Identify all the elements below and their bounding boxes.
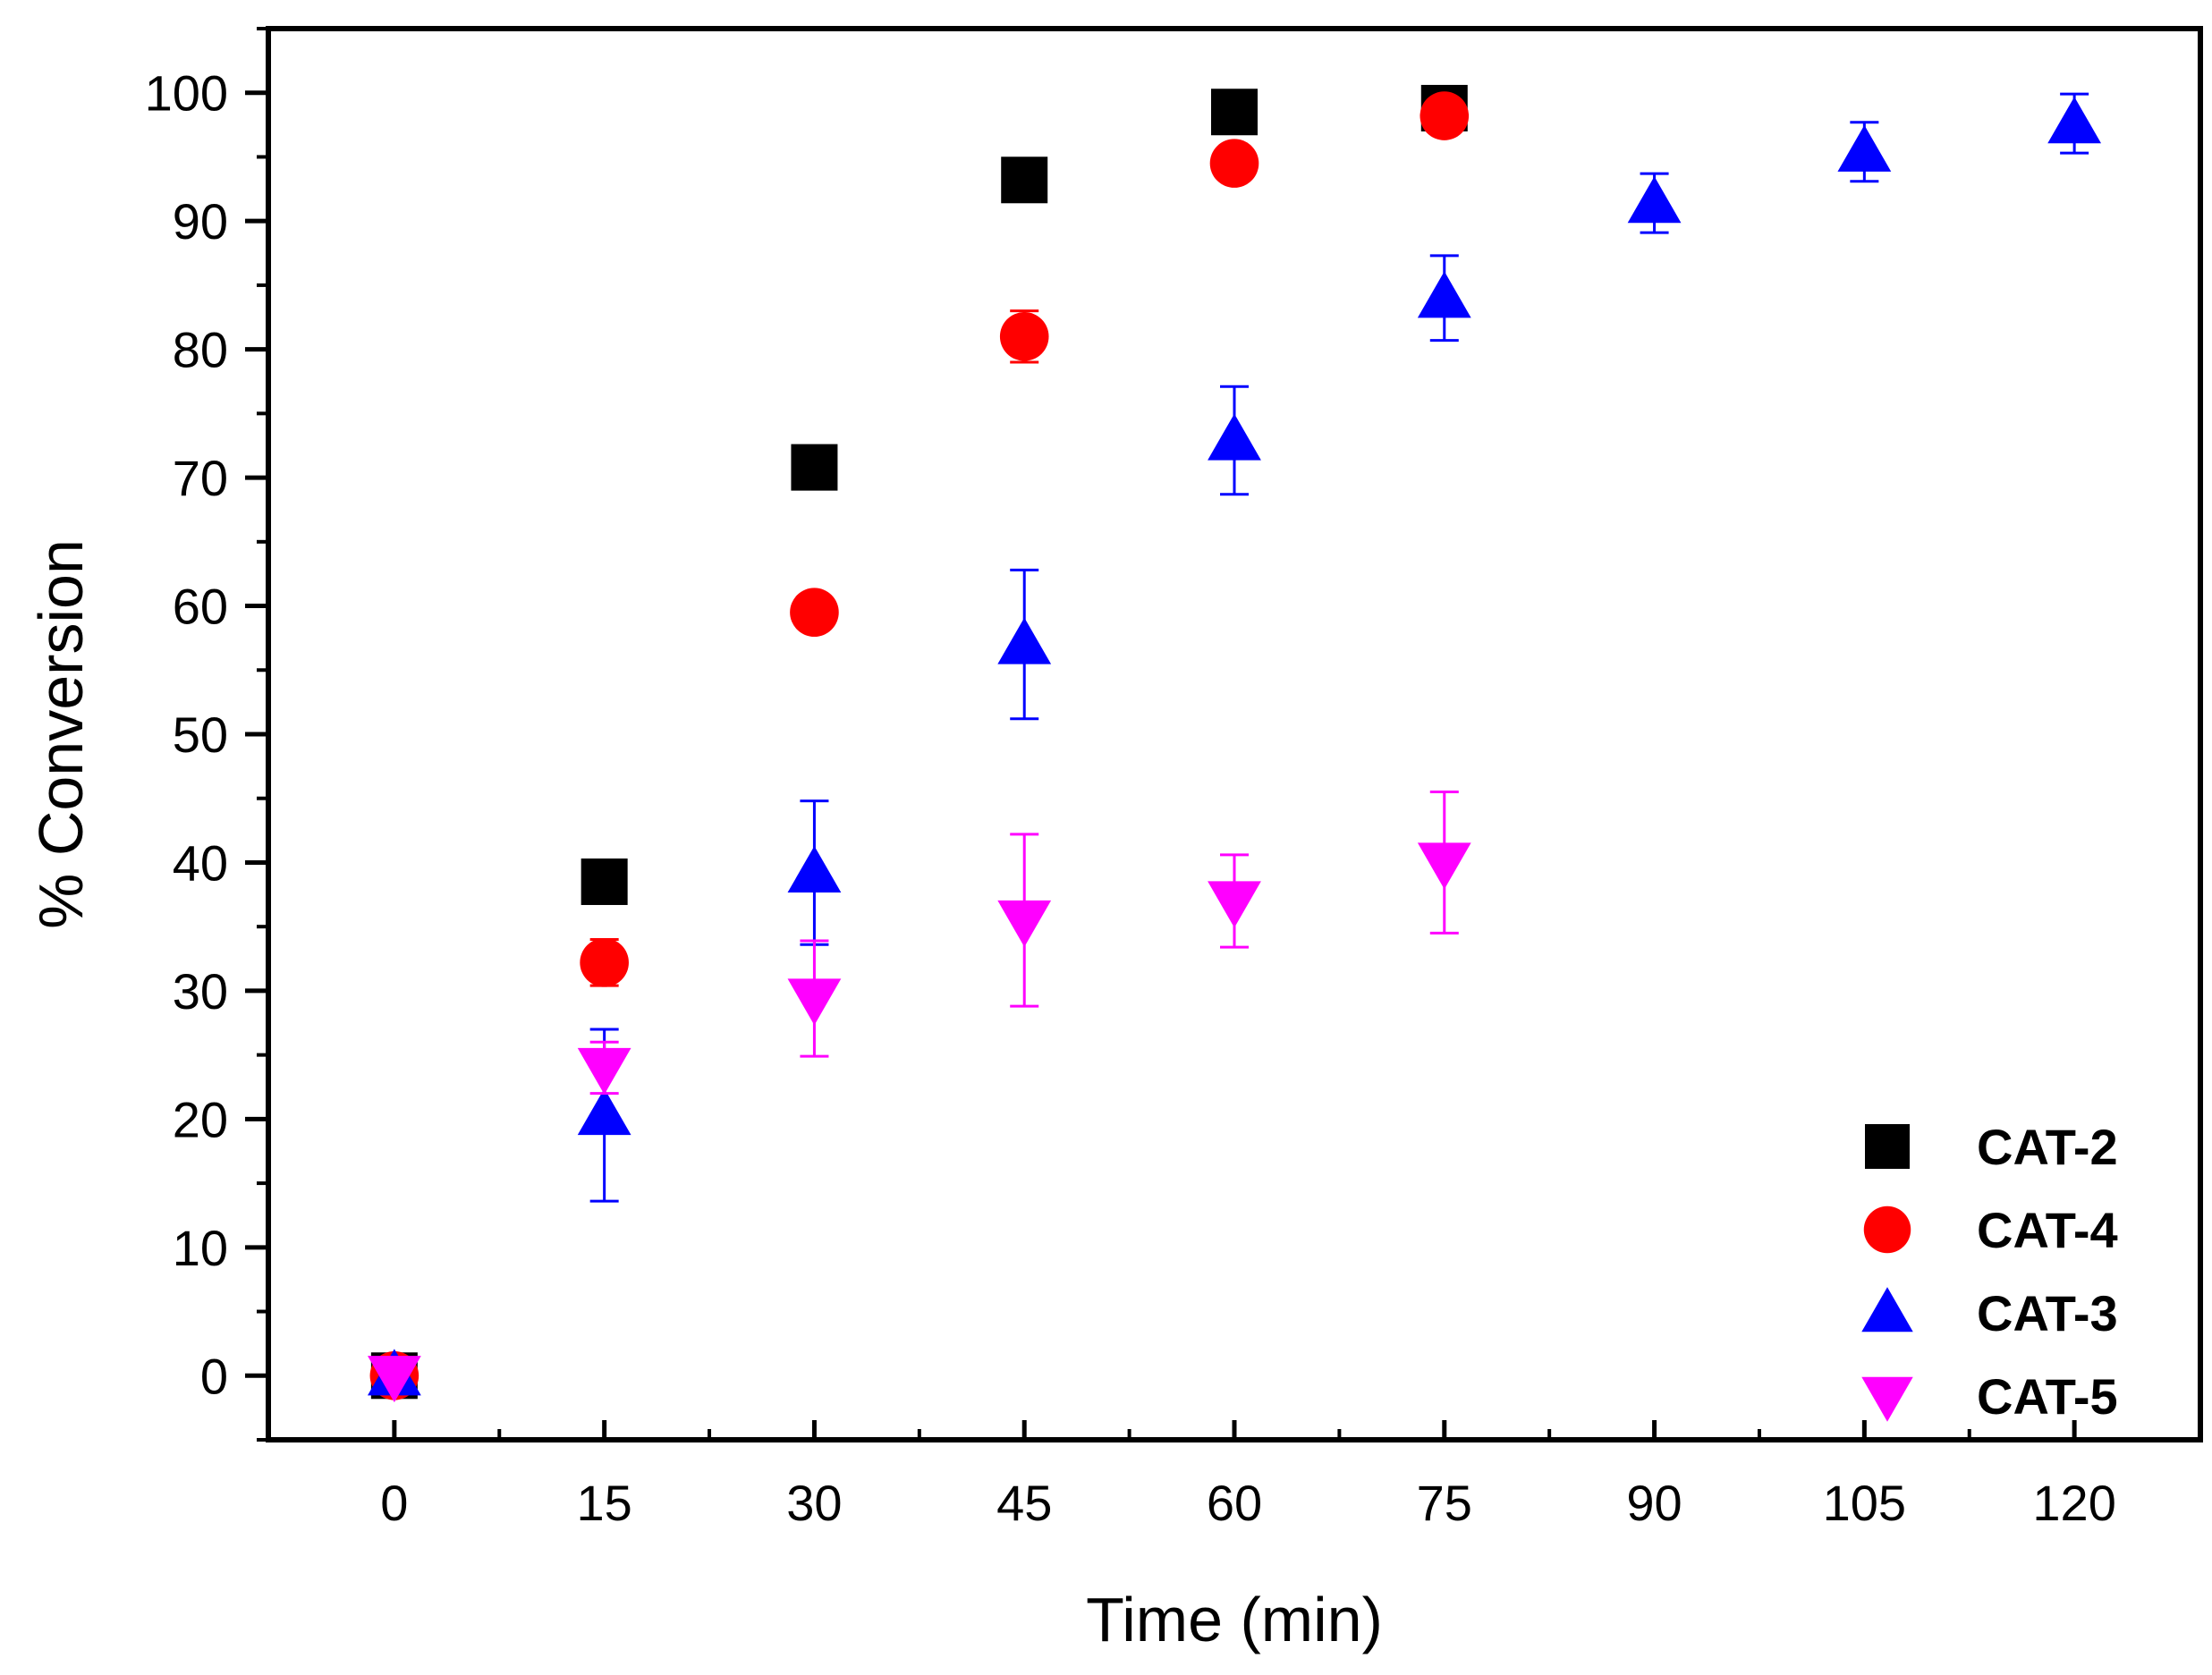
x-axis-title: Time (min) xyxy=(1086,1585,1383,1654)
y-tick-label: 0 xyxy=(200,1348,228,1404)
legend-marker-cat-2 xyxy=(1865,1124,1910,1169)
y-tick-label: 30 xyxy=(173,963,228,1019)
data-point-cat-2 xyxy=(1211,89,1258,136)
axis-ticks xyxy=(245,27,2077,1442)
legend-label-cat-3: CAT-3 xyxy=(1977,1285,2118,1341)
data-point-cat-5 xyxy=(367,1356,421,1403)
legend-marker-cat-3 xyxy=(1861,1287,1913,1332)
legend-label-cat-2: CAT-2 xyxy=(1977,1119,2118,1175)
data-point-cat-3 xyxy=(787,846,842,893)
data-point-cat-2 xyxy=(1001,157,1048,204)
data-point-cat-2 xyxy=(791,444,838,491)
legend: CAT-2 CAT-4 CAT-3 CAT-5 xyxy=(1861,1119,2118,1425)
x-tick-label: 60 xyxy=(1207,1475,1262,1531)
data-point-cat-5 xyxy=(1417,842,1471,890)
data-point-cat-4 xyxy=(790,588,839,638)
series-cat-3 xyxy=(367,92,2102,1396)
x-tick-label: 30 xyxy=(786,1475,842,1531)
data-point-cat-5 xyxy=(577,1047,631,1095)
data-point-cat-3 xyxy=(1208,413,1261,461)
x-tick-label: 15 xyxy=(577,1475,632,1531)
x-tick-label: 75 xyxy=(1417,1475,1472,1531)
data-point-cat-3 xyxy=(577,1088,631,1136)
y-tick-label: 70 xyxy=(173,450,228,506)
x-tick-label: 90 xyxy=(1626,1475,1682,1531)
y-tick-label: 80 xyxy=(173,322,228,378)
series-cat-5 xyxy=(367,791,1471,1403)
data-point-cat-2 xyxy=(581,858,628,905)
y-axis-title: % Conversion xyxy=(26,539,96,929)
axis-tick-labels: 0 15 30 45 60 75 90 105 120 0 10 20 30 40 50 60 70 80 90 10… xyxy=(145,65,2116,1531)
legend-label-cat-4: CAT-4 xyxy=(1977,1202,2118,1258)
data-point-cat-3 xyxy=(1627,176,1682,224)
y-tick-label: 60 xyxy=(173,579,228,635)
data-point-cat-4 xyxy=(999,311,1049,361)
x-tick-label: 0 xyxy=(380,1475,408,1531)
y-tick-label: 40 xyxy=(173,834,228,891)
data-point-cat-4 xyxy=(1209,139,1259,188)
x-tick-label: 105 xyxy=(1823,1475,1906,1531)
data-point-cat-5 xyxy=(1208,881,1261,928)
data-point-cat-5 xyxy=(997,900,1052,947)
y-tick-label: 90 xyxy=(173,193,228,250)
x-tick-label: 120 xyxy=(2032,1475,2115,1531)
x-tick-label: 45 xyxy=(996,1475,1052,1531)
y-tick-label: 100 xyxy=(145,65,228,122)
y-tick-label: 20 xyxy=(173,1091,228,1147)
data-point-cat-5 xyxy=(787,978,842,1026)
series-cat-4 xyxy=(369,91,1470,1400)
series-cat-2 xyxy=(370,84,1468,1400)
data-point-cat-3 xyxy=(1837,124,1892,172)
legend-label-cat-5: CAT-5 xyxy=(1977,1368,2118,1425)
data-point-cat-4 xyxy=(1420,91,1470,140)
data-point-cat-3 xyxy=(1417,271,1471,318)
data-point-cat-4 xyxy=(580,938,629,987)
y-tick-label: 10 xyxy=(173,1220,228,1276)
y-tick-label: 50 xyxy=(173,706,228,763)
legend-marker-cat-4 xyxy=(1863,1205,1911,1254)
legend-marker-cat-5 xyxy=(1861,1376,1913,1422)
data-point-cat-3 xyxy=(997,617,1052,664)
data-point-cat-3 xyxy=(2047,97,2102,144)
data-series xyxy=(367,84,2102,1403)
